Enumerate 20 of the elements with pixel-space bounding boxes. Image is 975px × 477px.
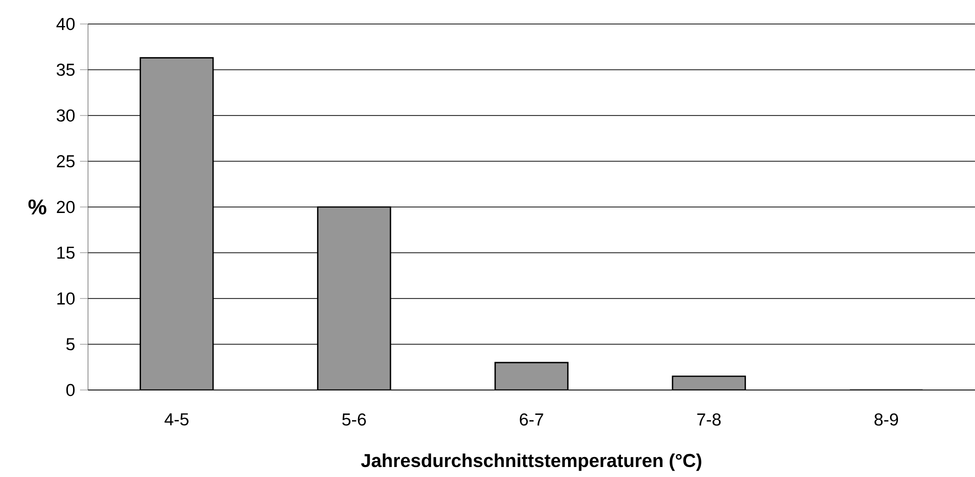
- y-tick-label: 40: [56, 18, 75, 30]
- x-tick-label: 6-7: [520, 413, 544, 426]
- y-axis-title: %: [28, 199, 46, 214]
- x-axis-title: Jahresdurchschnittstemperaturen (°C): [361, 453, 702, 471]
- y-tick-label: 0: [66, 384, 75, 396]
- x-tick-label: 4-5: [164, 413, 188, 426]
- x-tick-label: 8-9: [874, 413, 898, 426]
- y-tick-label: 25: [56, 155, 75, 168]
- bar: [672, 376, 746, 390]
- y-tick-label: 20: [56, 200, 75, 214]
- y-tick-label: 35: [56, 64, 75, 76]
- y-tick-label: 10: [57, 292, 75, 305]
- bar: [140, 57, 214, 390]
- bar: [317, 206, 392, 390]
- y-tick-label: 5: [66, 338, 75, 350]
- y-tick-label: 15: [57, 246, 75, 259]
- x-tick-label: 5-6: [342, 413, 366, 426]
- y-tick-label: 30: [56, 109, 75, 122]
- x-tick-label: 7-8: [697, 413, 721, 426]
- bar: [494, 362, 569, 390]
